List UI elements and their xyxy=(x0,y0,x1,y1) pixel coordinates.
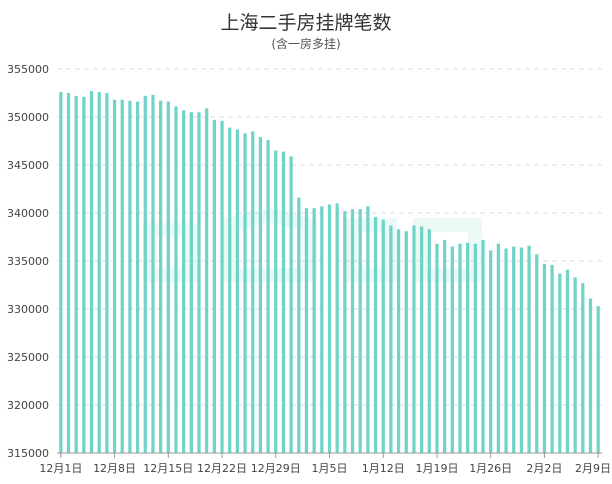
bar xyxy=(228,127,232,453)
bar xyxy=(120,99,124,453)
bar xyxy=(535,254,539,453)
bar xyxy=(320,206,324,453)
bar xyxy=(519,247,524,453)
x-tick-label: 2月2日 xyxy=(526,462,562,475)
y-tick-label: 330000 xyxy=(7,303,49,316)
y-tick-label: 345000 xyxy=(7,159,49,172)
bar xyxy=(373,216,378,453)
bar xyxy=(274,150,278,453)
x-tick-label: 2月9日 xyxy=(575,462,611,475)
bar xyxy=(427,229,431,453)
bar xyxy=(235,129,239,454)
bar xyxy=(212,119,216,453)
y-axis: 315000 320000 325000 330000 335000 340000 3450… xyxy=(7,63,49,460)
bar xyxy=(74,95,78,453)
bar xyxy=(573,277,577,453)
bar xyxy=(527,245,531,453)
bar xyxy=(281,151,286,453)
bar xyxy=(258,137,263,453)
bar xyxy=(66,93,71,453)
bar xyxy=(335,203,339,453)
bar xyxy=(89,91,94,453)
bar xyxy=(205,108,209,454)
bar xyxy=(450,246,454,453)
x-axis: 12月1日 12月8日 12月15日 12月22日 12月29日 1月5日 1月12日 1月1… xyxy=(39,452,611,475)
bar xyxy=(220,120,224,453)
bar xyxy=(135,101,140,453)
y-tick-label: 320000 xyxy=(7,399,49,412)
bar xyxy=(297,197,301,453)
x-tick-label: 12月8日 xyxy=(93,462,136,475)
bar xyxy=(197,112,201,453)
y-tick-label: 350000 xyxy=(7,111,49,124)
bar xyxy=(565,269,570,453)
bar xyxy=(550,264,554,453)
bar xyxy=(366,206,370,453)
chart-subtitle: (含一房多挂) xyxy=(271,37,341,51)
x-tick-label: 1月12日 xyxy=(362,462,405,475)
bar xyxy=(143,95,147,453)
y-tick-label: 355000 xyxy=(7,63,49,76)
bar xyxy=(327,204,332,453)
bar xyxy=(443,239,447,453)
bar xyxy=(588,298,593,453)
x-tick-label: 12月15日 xyxy=(143,462,193,475)
x-tick-label: 12月1日 xyxy=(39,462,82,475)
bar xyxy=(289,156,293,454)
bar xyxy=(112,99,117,453)
bar xyxy=(504,248,508,453)
y-tick-label: 335000 xyxy=(7,255,49,268)
bar xyxy=(350,209,355,453)
bar xyxy=(404,231,408,453)
bar xyxy=(466,242,470,453)
x-tick-label: 12月29日 xyxy=(251,462,301,475)
bar xyxy=(97,92,101,453)
bar xyxy=(581,283,585,453)
x-tick-label: 1月19日 xyxy=(415,462,458,475)
y-tick-label: 325000 xyxy=(7,351,49,364)
bar xyxy=(266,140,270,454)
bar xyxy=(420,226,424,453)
bar xyxy=(396,229,401,453)
grid-lines xyxy=(57,68,602,406)
bar xyxy=(174,106,178,453)
bar xyxy=(105,93,109,453)
bar xyxy=(542,263,547,453)
bar xyxy=(304,208,309,453)
x-tick-label: 1月5日 xyxy=(312,462,348,475)
bar xyxy=(596,306,600,453)
bar xyxy=(59,92,63,453)
bar xyxy=(82,96,86,453)
bar xyxy=(312,208,316,453)
bar xyxy=(558,273,562,453)
bar xyxy=(435,243,439,453)
y-tick-label: 340000 xyxy=(7,207,49,220)
y-tick-label: 315000 xyxy=(7,447,49,460)
bar xyxy=(489,250,493,453)
bar xyxy=(458,243,462,453)
bar xyxy=(412,225,416,453)
bar xyxy=(481,239,485,453)
bar xyxy=(243,133,247,453)
x-tick-label: 1月26日 xyxy=(469,462,512,475)
bar xyxy=(512,246,516,453)
bar xyxy=(389,225,393,453)
bar xyxy=(128,100,132,454)
bars xyxy=(59,91,600,454)
bar xyxy=(343,211,347,453)
bar xyxy=(166,101,170,453)
bar xyxy=(182,110,186,453)
bar xyxy=(159,100,163,454)
chart-title: 上海二手房挂牌笔数 xyxy=(220,12,392,34)
bar xyxy=(358,209,362,453)
bar xyxy=(151,94,155,454)
bar xyxy=(473,243,477,453)
bar xyxy=(381,219,385,453)
x-tick-label: 12月22日 xyxy=(197,462,247,475)
bar xyxy=(251,131,255,453)
bar xyxy=(189,112,193,453)
bar xyxy=(496,243,500,453)
